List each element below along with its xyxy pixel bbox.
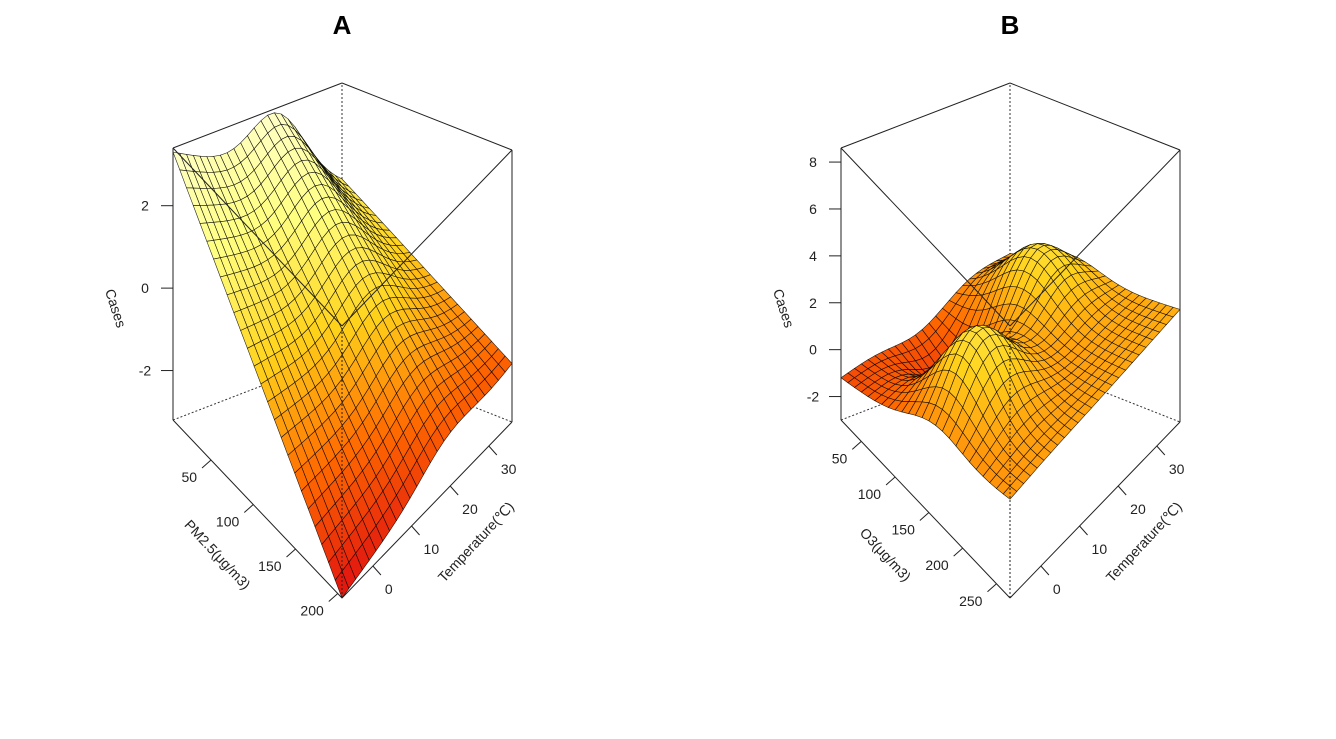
box-edge bbox=[1009, 82, 1181, 151]
x-tick bbox=[851, 440, 862, 450]
z-tick-label: 2 bbox=[809, 295, 817, 311]
y-tick bbox=[488, 445, 498, 456]
y-tick bbox=[1040, 565, 1050, 576]
y-tick bbox=[1079, 525, 1088, 536]
box-edge bbox=[840, 82, 1011, 149]
z-axis-label: Cases bbox=[102, 287, 129, 330]
box-edge bbox=[1009, 149, 1181, 327]
box-edge bbox=[172, 147, 343, 327]
box-edge bbox=[840, 419, 1011, 599]
surface-plot-b: 50100150200250O3(μg/m3)0102030Temperatur… bbox=[770, 82, 1185, 609]
chart-title: A bbox=[332, 10, 352, 40]
y-tick-label: 20 bbox=[1130, 501, 1146, 517]
box-edge bbox=[341, 149, 513, 327]
z-tick-label: -2 bbox=[807, 389, 820, 405]
x-tick bbox=[885, 476, 896, 486]
box-edges bbox=[172, 82, 513, 599]
box-hidden-edge bbox=[341, 354, 513, 423]
box-edges bbox=[840, 82, 1181, 599]
z-tick-label: 8 bbox=[809, 154, 817, 170]
y-tick-label: 10 bbox=[424, 541, 440, 557]
z-tick-label: 0 bbox=[809, 342, 817, 358]
x-tick-label: 50 bbox=[832, 450, 848, 466]
y-tick bbox=[1156, 445, 1166, 456]
z-tick-label: 0 bbox=[141, 280, 149, 296]
box-hidden-edge bbox=[1009, 354, 1181, 423]
y-tick-label: 10 bbox=[1092, 541, 1108, 557]
x-tick bbox=[243, 504, 254, 513]
chart-panel-a: A 50 100 150 200 PM2.5(μg/m3) 0 10 20 30 Temperat… bbox=[102, 10, 517, 619]
z-tick-label: -2 bbox=[139, 363, 152, 379]
x-tick-label: 150 bbox=[892, 522, 916, 538]
x-tick bbox=[286, 548, 296, 558]
x-tick-label: 250 bbox=[959, 593, 983, 609]
x-tick-label: 100 bbox=[216, 514, 240, 530]
z-axis: -2 0 2 Cases bbox=[102, 198, 173, 379]
z-tick-label: 2 bbox=[141, 198, 149, 214]
y-tick bbox=[1117, 485, 1127, 496]
chart-title: B bbox=[1000, 10, 1020, 40]
y-tick-label: 30 bbox=[501, 461, 517, 477]
box-edge bbox=[341, 421, 513, 599]
x-tick bbox=[987, 583, 997, 593]
y-tick bbox=[449, 485, 459, 496]
y-tick-label: 0 bbox=[1053, 581, 1061, 597]
surface-mesh bbox=[840, 243, 1181, 500]
box-edge bbox=[172, 419, 343, 599]
z-tick-label: 4 bbox=[809, 248, 817, 264]
z-tick-label: 6 bbox=[809, 201, 817, 217]
y-tick-label: 30 bbox=[1169, 461, 1185, 477]
x-tick-label: 50 bbox=[181, 469, 197, 485]
x-tick-label: 200 bbox=[925, 557, 949, 573]
box-edge bbox=[1009, 421, 1181, 599]
y-tick bbox=[411, 525, 420, 536]
box-edge bbox=[172, 82, 343, 149]
x-tick bbox=[201, 459, 212, 469]
x-tick-label: 150 bbox=[258, 558, 282, 574]
x-tick bbox=[919, 512, 930, 521]
box-edge bbox=[840, 147, 1011, 327]
y-tick-label: 20 bbox=[462, 501, 478, 517]
x-tick-label: 100 bbox=[858, 486, 882, 502]
surface-mesh bbox=[172, 112, 513, 599]
x-tick bbox=[328, 593, 339, 602]
x-tick bbox=[953, 547, 964, 557]
z-axis: -2 0 2 4 6 8 Cases bbox=[770, 154, 841, 405]
box-edge bbox=[341, 82, 513, 151]
z-axis-label: Cases bbox=[770, 287, 797, 330]
y-tick-label: 0 bbox=[385, 581, 393, 597]
x-tick-label: 200 bbox=[300, 603, 324, 619]
y-tick bbox=[372, 565, 382, 576]
chart-panel-b: B 50 100 150 200 250 O3(μg/m3) 0 10 20 30 Temperat… bbox=[668, 0, 1336, 739]
